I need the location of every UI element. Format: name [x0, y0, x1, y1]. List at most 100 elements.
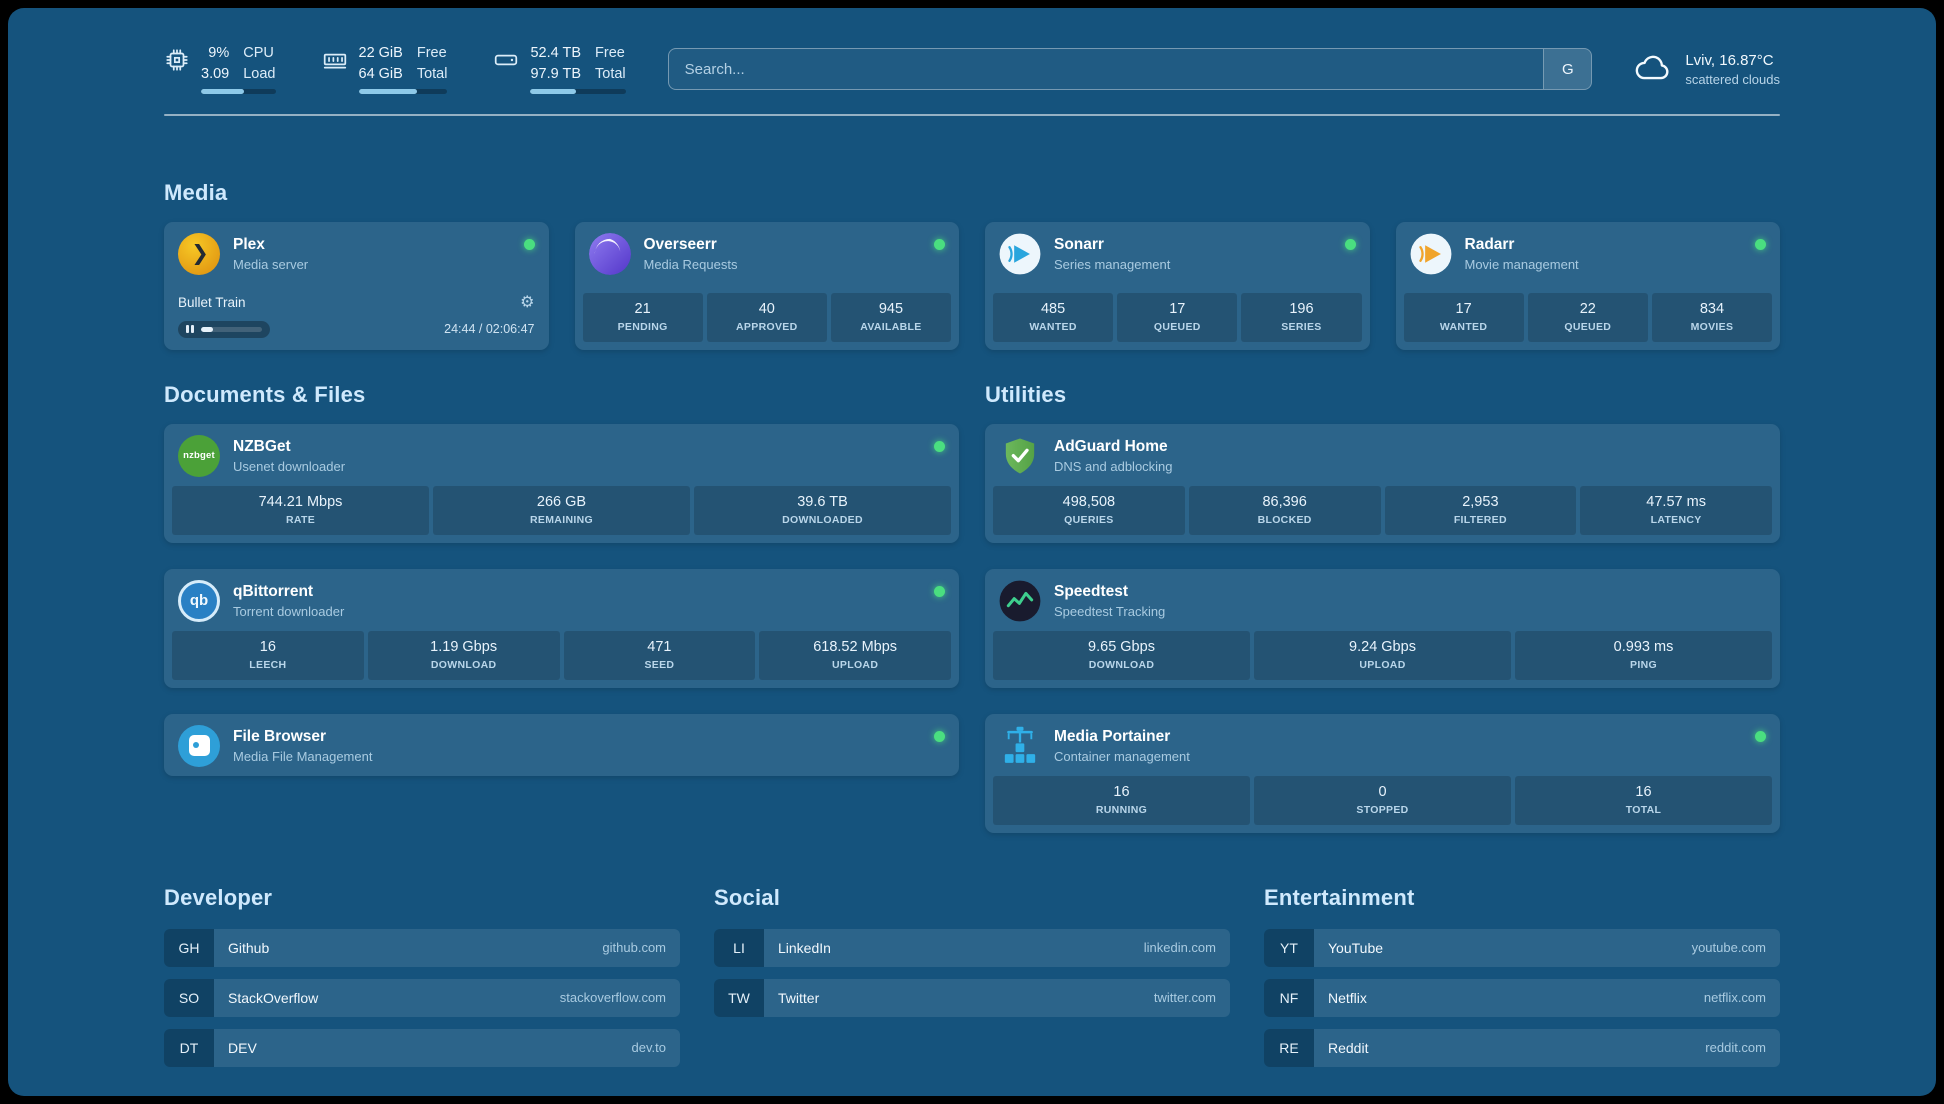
bookmark-youtube[interactable]: YT YouTube youtube.com	[1264, 928, 1780, 967]
stat-stopped: 0 STOPPED	[1254, 775, 1511, 825]
bookmark-linkedin[interactable]: LI LinkedIn linkedin.com	[714, 928, 1230, 967]
service-name: Media Portainer	[1054, 727, 1171, 745]
service-description: Series management	[1054, 256, 1171, 272]
status-dot	[1755, 238, 1766, 250]
service-description: DNS and adblocking	[1054, 458, 1173, 474]
search-input[interactable]	[668, 49, 1544, 90]
service-description: Movie management	[1464, 256, 1579, 272]
status-dot	[1344, 238, 1356, 250]
service-description: Media server	[233, 256, 309, 272]
memory-meter-fill	[358, 89, 418, 95]
section-documents: Documents & Files nzbget NZBGet Usenet d…	[164, 382, 959, 833]
memory-total-label: Total	[416, 66, 448, 83]
status-dot	[934, 238, 945, 250]
memory-free-value: 22 GiB	[358, 45, 403, 61]
section-utilities: Utilities	[985, 382, 1780, 833]
bookmark-reddit[interactable]: RE Reddit reddit.com	[1264, 1028, 1780, 1067]
weather-condition: scattered clouds	[1685, 71, 1780, 87]
stat-remaining: 266 GB REMAINING	[433, 485, 690, 535]
stat-rate: 744.21 Mbps RATE	[172, 485, 429, 535]
status-dot	[934, 730, 945, 742]
nzbget-icon: nzbget	[178, 434, 220, 477]
section-title-utilities: Utilities	[985, 381, 1067, 407]
service-card-adguard[interactable]: AdGuard Home DNS and adblocking 498,508 …	[985, 423, 1780, 543]
status-dot	[934, 585, 945, 597]
service-name: qBittorrent	[233, 582, 314, 600]
stat-queued: 17 QUEUED	[1117, 292, 1238, 342]
stat-movies: 834 MOVIES	[1651, 292, 1773, 342]
service-name: File Browser	[233, 727, 327, 745]
section-title-entertainment: Entertainment	[1264, 884, 1415, 910]
stat-queued: 22 QUEUED	[1527, 292, 1648, 342]
stat-running: 16 RUNNING	[993, 775, 1250, 825]
bookmark-twitter[interactable]: TW Twitter twitter.com	[714, 978, 1230, 1017]
now-playing-title: Bullet Train	[178, 295, 246, 311]
portainer-icon	[999, 725, 1041, 767]
disk-meter	[530, 89, 626, 95]
playback-time: 24:44 / 02:06:47	[444, 322, 535, 337]
section-title-media: Media	[164, 179, 228, 205]
weather-location: Lviv, 16.87°C	[1685, 51, 1774, 69]
stat-seed: 471 SEED	[563, 630, 756, 680]
plex-now-playing: Bullet Train 24:44 / 02:06:47	[164, 295, 549, 350]
plex-icon	[178, 232, 220, 275]
cpu-widget: 9% 3.09 CPU Load	[164, 44, 276, 95]
weather-widget: Lviv, 16.87°C scattered clouds	[1634, 52, 1780, 87]
gear-icon[interactable]	[520, 295, 534, 311]
cpu-usage-label: CPU	[243, 45, 274, 61]
status-dot	[1755, 730, 1766, 742]
cpu-load-value: 3.09	[201, 66, 230, 83]
cloud-icon	[1634, 52, 1672, 87]
section-title-documents: Documents & Files	[164, 381, 366, 407]
search-provider-button[interactable]: G	[1543, 49, 1592, 90]
service-card-filebrowser[interactable]: File Browser Media File Management	[164, 713, 959, 776]
bookmark-netflix[interactable]: NF Netflix netflix.com	[1264, 978, 1780, 1017]
disk-meter-fill	[530, 89, 577, 95]
service-card-overseerr[interactable]: Overseerr Media Requests 21 PENDING 40 A…	[574, 221, 959, 350]
top-bar: 9% 3.09 CPU Load	[164, 44, 1780, 95]
cpu-icon	[164, 47, 190, 78]
stat-approved: 40 APPROVED	[706, 292, 827, 342]
pause-icon[interactable]	[186, 325, 194, 334]
stat-ping: 0.993 ms PING	[1515, 630, 1772, 680]
disk-total-label: Total	[595, 66, 626, 83]
service-description: Torrent downloader	[233, 603, 345, 619]
stat-series: 196 SERIES	[1241, 292, 1362, 342]
service-description: Container management	[1054, 748, 1190, 764]
memory-icon	[322, 47, 348, 78]
stat-leech: 16 LEECH	[172, 630, 364, 680]
stat-latency: 47.57 ms LATENCY	[1580, 485, 1772, 535]
stat-pending: 21 PENDING	[582, 292, 703, 342]
stat-total: 16 TOTAL	[1515, 775, 1772, 825]
stat-download: 9.65 Gbps DOWNLOAD	[993, 630, 1250, 680]
service-description: Speedtest Tracking	[1054, 603, 1166, 619]
service-name: Sonarr	[1054, 235, 1104, 253]
stat-wanted: 485 WANTED	[993, 292, 1114, 342]
service-card-speedtest[interactable]: Speedtest Speedtest Tracking 9.65 Gbps D…	[985, 568, 1780, 688]
memory-total-value: 64 GiB	[358, 66, 403, 83]
playback-progress-fill	[200, 326, 213, 332]
service-card-portainer[interactable]: Media Portainer Container management 16 …	[985, 713, 1780, 833]
resources-widgets: 9% 3.09 CPU Load	[164, 44, 626, 95]
service-card-nzbget[interactable]: nzbget NZBGet Usenet downloader 744.21 M…	[164, 423, 959, 543]
stat-filtered: 2,953 FILTERED	[1384, 485, 1577, 535]
playback-progress[interactable]	[178, 320, 270, 338]
bookmark-group-entertainment: Entertainment YT YouTube youtube.com NF …	[1264, 885, 1780, 1067]
service-name: Plex	[233, 235, 265, 253]
service-card-plex[interactable]: Plex Media server Bullet Train	[164, 221, 549, 350]
service-name: NZBGet	[233, 437, 291, 455]
search-bar: G	[667, 48, 1593, 91]
stat-queries: 498,508 QUERIES	[993, 485, 1185, 535]
bookmark-dev[interactable]: DT DEV dev.to	[164, 1028, 680, 1067]
service-card-sonarr[interactable]: Sonarr Series management 485 WANTED 17 Q…	[985, 221, 1370, 350]
adguard-icon	[999, 435, 1041, 477]
service-card-radarr[interactable]: Radarr Movie management 17 WANTED 22 QUE…	[1395, 221, 1780, 350]
status-dot	[523, 238, 535, 250]
stat-upload: 618.52 Mbps UPLOAD	[759, 630, 951, 680]
bookmark-stackoverflow[interactable]: SO StackOverflow stackoverflow.com	[164, 978, 680, 1017]
stat-available: 945 AVAILABLE	[830, 292, 952, 342]
bookmark-github[interactable]: GH Github github.com	[164, 928, 680, 967]
service-name: Overseerr	[643, 235, 717, 253]
speedtest-icon	[999, 580, 1041, 622]
service-card-qbittorrent[interactable]: qb qBittorrent Torrent downloader 16	[164, 568, 959, 688]
